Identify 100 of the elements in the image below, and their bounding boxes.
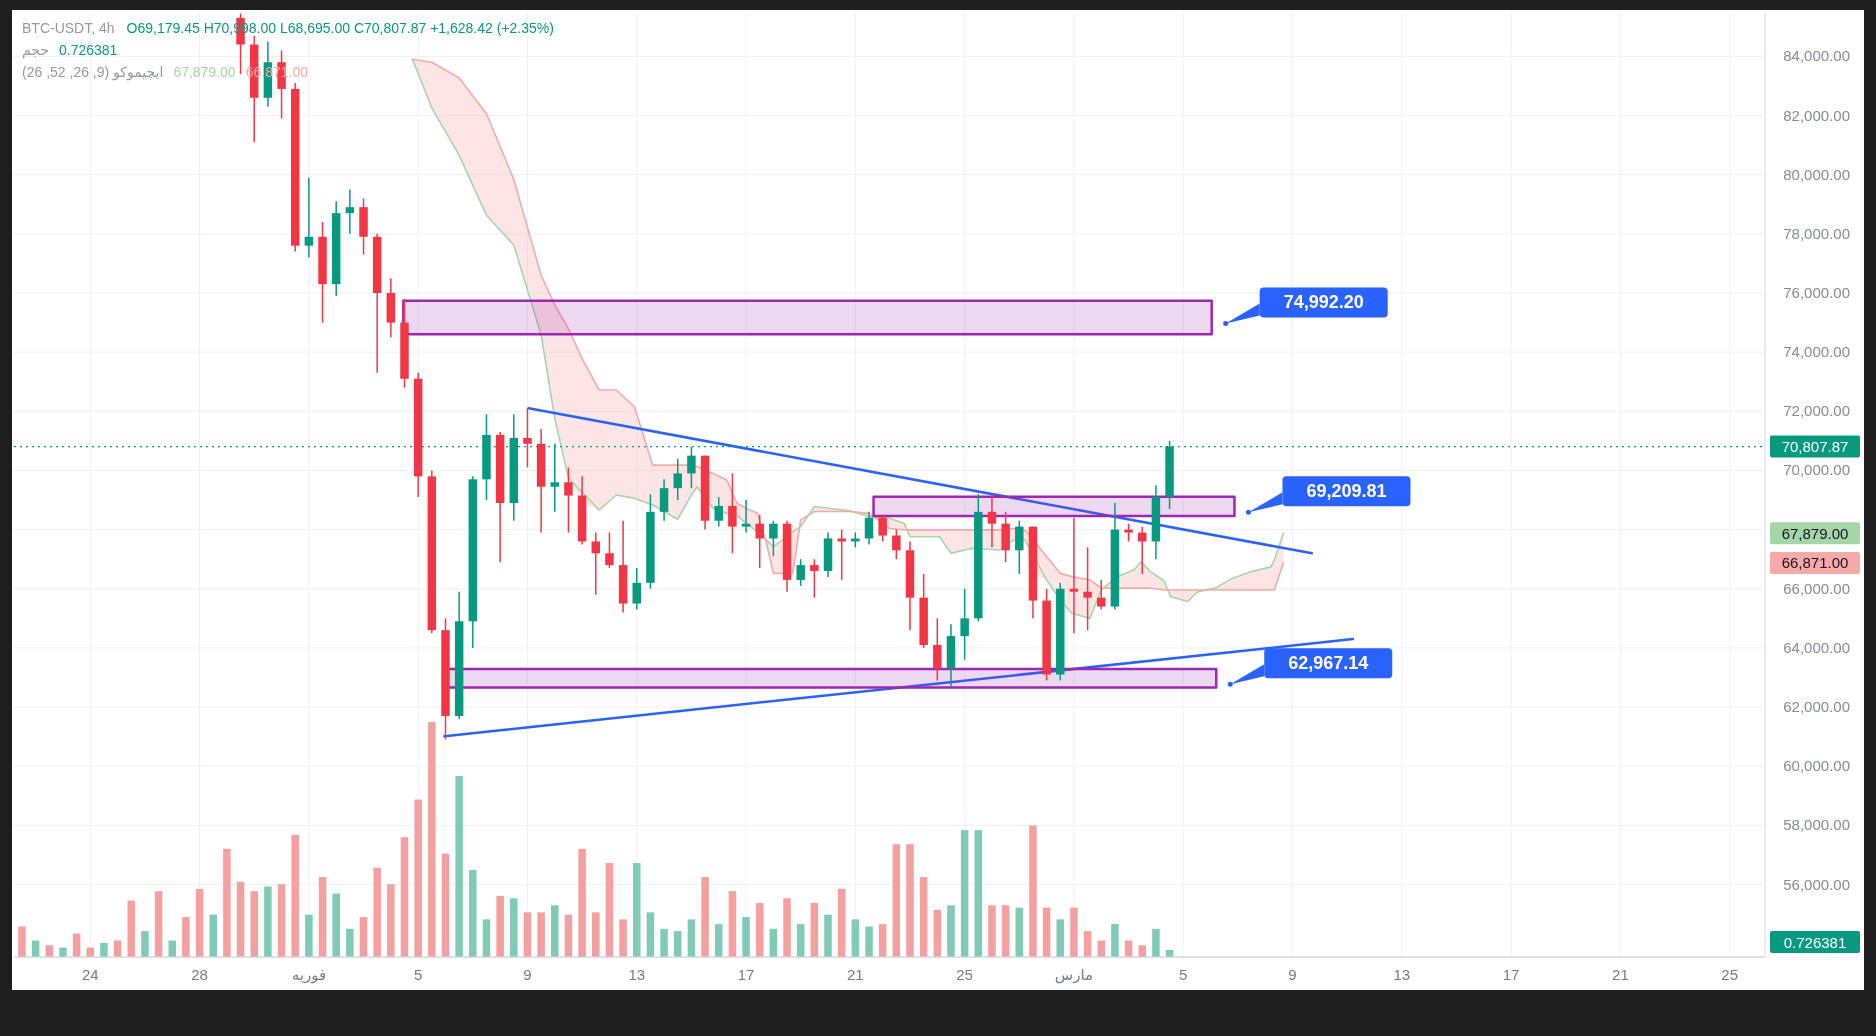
bar	[223, 848, 231, 957]
bar	[728, 891, 737, 957]
candlestick	[933, 617, 942, 682]
annotation: حجم	[22, 42, 50, 59]
bar	[578, 848, 586, 957]
bar	[974, 830, 983, 957]
bar	[195, 888, 204, 957]
x-tick-label: 9	[1288, 966, 1297, 983]
bar	[619, 919, 627, 957]
x-tick-label: 5	[413, 966, 423, 983]
annotation: 62,967.14	[1288, 653, 1369, 674]
bar	[127, 900, 136, 957]
bar	[714, 924, 723, 957]
candlestick	[659, 478, 669, 522]
x-tick-label: 17	[1502, 966, 1520, 983]
y-tick-label: 84,000.00	[1783, 47, 1850, 65]
bar	[701, 877, 709, 957]
bar	[933, 910, 942, 957]
y-tick-label: 72,000.00	[1783, 402, 1850, 420]
bar	[264, 886, 272, 957]
bar	[551, 905, 559, 957]
x-tick-label: 21	[1612, 966, 1629, 983]
candlestick	[796, 558, 805, 587]
bar	[387, 884, 395, 957]
bar	[796, 924, 805, 957]
bar	[523, 912, 532, 957]
annotation: 0.726381	[59, 42, 118, 58]
bar	[660, 928, 668, 957]
y-tick-label: 70,000.00	[1783, 461, 1850, 479]
bar	[1029, 825, 1037, 957]
bar	[182, 917, 190, 957]
y-tick-label: 78,000.00	[1783, 224, 1850, 242]
x-tick-label: 21	[847, 966, 864, 983]
y-tick-label: 62,000.00	[1783, 698, 1850, 716]
bar	[742, 917, 750, 957]
ref-line-label: 70,807.87	[1781, 438, 1849, 456]
bar	[59, 947, 67, 957]
candlestick	[892, 528, 901, 560]
candlestick	[591, 531, 600, 596]
bar	[414, 799, 422, 957]
bar	[1015, 907, 1024, 957]
y-tick-label: 64,000.00	[1783, 638, 1850, 656]
y-tick-label: 66,000.00	[1783, 579, 1850, 597]
bar	[537, 912, 545, 957]
candlestick	[837, 528, 846, 581]
bar	[291, 834, 299, 957]
bar	[633, 863, 641, 957]
bar	[332, 893, 340, 957]
y-tick-label: 58,000.00	[1783, 816, 1850, 834]
candlestick	[564, 466, 573, 534]
candlestick	[864, 511, 874, 546]
x-tick-label: مارس	[1054, 966, 1094, 984]
candlestick	[523, 407, 532, 469]
candlestick	[1069, 517, 1079, 634]
x-tick-label: 25	[1721, 966, 1739, 983]
bar	[428, 722, 436, 957]
bar	[359, 917, 368, 957]
bar	[673, 931, 682, 957]
y-tick-label: 67,879.00	[1781, 524, 1849, 542]
candlestick	[687, 446, 696, 489]
bar	[755, 902, 764, 957]
candlestick	[1015, 519, 1024, 575]
x-tick-label: 13	[1393, 966, 1411, 983]
candlestick	[741, 499, 751, 534]
y-tick-label: 66,871.00	[1781, 554, 1849, 572]
y-tick-label: 60,000.00	[1783, 757, 1850, 775]
bar	[892, 844, 901, 957]
bar	[305, 914, 313, 957]
candlestick	[1083, 546, 1092, 631]
annotation: ایچیموکو (9, 26, 52, 26)	[22, 64, 164, 81]
bar	[318, 877, 327, 957]
y-tick-label: 80,000.00	[1783, 165, 1850, 183]
bar	[824, 914, 832, 957]
candlestick	[714, 496, 723, 528]
candlestick	[550, 443, 560, 513]
x-tick-label: 9	[523, 966, 532, 983]
bar	[496, 895, 504, 957]
x-tick-label: 24	[81, 966, 99, 983]
annotation: 74,992.20	[1283, 292, 1364, 313]
bar	[373, 867, 381, 957]
bar	[236, 881, 245, 957]
bar	[810, 902, 819, 957]
bar	[510, 898, 518, 957]
candlestick	[673, 457, 682, 501]
bar	[100, 942, 108, 957]
bar	[878, 924, 887, 957]
y-tick-label: 82,000.00	[1783, 106, 1850, 124]
bar	[851, 919, 860, 957]
bar	[947, 905, 955, 957]
candlestick	[987, 493, 997, 549]
bar	[1083, 931, 1092, 957]
candlestick	[960, 588, 969, 661]
candlestick	[769, 519, 778, 557]
bar	[687, 919, 696, 957]
bar	[1111, 924, 1119, 957]
bar	[209, 914, 217, 957]
candlestick	[345, 188, 355, 235]
bar	[1152, 928, 1160, 957]
bar	[400, 837, 409, 957]
candlestick	[632, 567, 641, 611]
